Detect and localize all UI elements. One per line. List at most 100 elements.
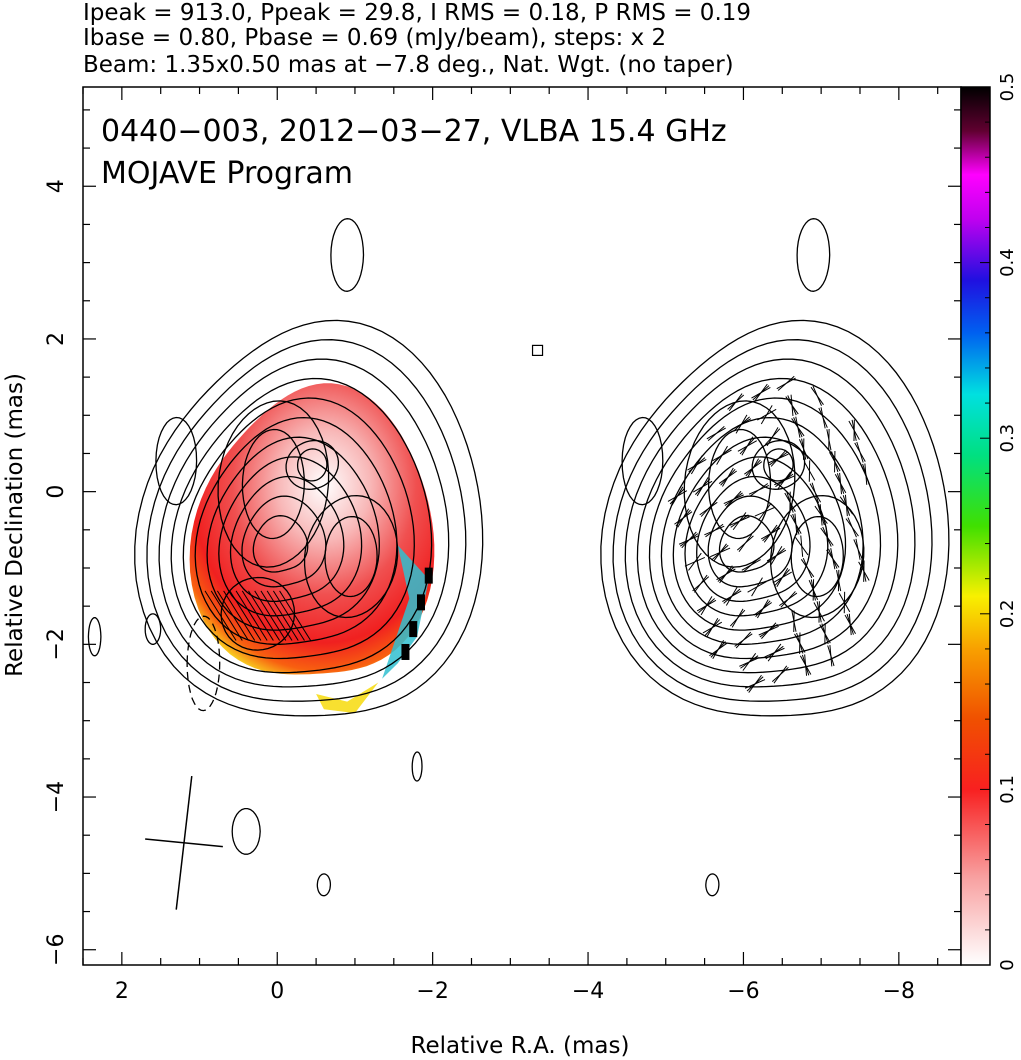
- evpa-tick: [753, 602, 772, 616]
- evpa-tick: [771, 666, 789, 683]
- intensity-contour: [600, 319, 950, 717]
- evpa-tick: [822, 526, 832, 547]
- evpa-tick: [848, 420, 860, 440]
- evpa-tick: [751, 577, 763, 597]
- evpa-tick: [829, 645, 833, 667]
- evpa-tick: [751, 386, 771, 399]
- header-line-3: Beam: 1.35x0.50 mas at −7.8 deg., Nat. W…: [83, 52, 734, 78]
- evpa-tick: [729, 609, 746, 627]
- peak-contour: [790, 515, 844, 598]
- peak-contour: [324, 515, 378, 598]
- hatch-line: [272, 590, 305, 641]
- evpa-tick: [855, 538, 861, 560]
- isolated-contour: [411, 751, 423, 782]
- evpa-tick: [711, 544, 729, 560]
- beam-minor-axis: [145, 838, 223, 848]
- peak-contour: [217, 400, 330, 568]
- fractional-pol-pixel: [409, 621, 418, 638]
- evpa-tick: [736, 535, 754, 551]
- evpa-tick: [839, 472, 843, 495]
- intensity-contour: [170, 377, 433, 674]
- evpa-tick: [820, 407, 826, 429]
- plot-content: [87, 218, 950, 910]
- intensity-contour: [146, 339, 467, 702]
- y-tick-label: 2: [44, 332, 69, 346]
- x-tick-label: 2: [115, 979, 129, 1004]
- plot-title: 0440−003, 2012−03−27, VLBA 15.4 GHz: [101, 114, 727, 149]
- evpa-tick: [723, 494, 744, 505]
- evpa-tick: [727, 394, 745, 410]
- hatch-line: [216, 590, 249, 641]
- evpa-tick: [742, 653, 757, 671]
- header-line-1: Ipeak = 913.0, Ppeak = 29.8, I RMS = 0.1…: [83, 0, 751, 26]
- peak-contour: [241, 428, 305, 540]
- intensity-contour: [182, 397, 415, 660]
- intensity-contour: [229, 475, 345, 603]
- evpa-tick: [732, 512, 747, 531]
- intensity-contour: [648, 397, 882, 660]
- hatch-line: [241, 590, 274, 641]
- small-contour: [531, 344, 544, 356]
- hatch-line: [204, 590, 237, 641]
- isolated-contour: [621, 416, 664, 506]
- intensity-contour: [636, 377, 899, 674]
- left-panel: [87, 218, 544, 910]
- hatch-line: [254, 590, 287, 641]
- evpa-tick: [748, 485, 770, 495]
- evpa-tick: [688, 552, 702, 571]
- evpa-tick: [787, 395, 797, 416]
- y-tick-label: −2: [44, 628, 69, 660]
- evpa-tick: [709, 642, 728, 657]
- evpa-tick: [770, 546, 783, 566]
- edge-contour: [144, 613, 162, 645]
- header-line-2: Ibase = 0.80, Pbase = 0.69 (mJy/beam), s…: [83, 25, 666, 51]
- x-tick-label: −6: [727, 979, 759, 1004]
- intensity-contour: [218, 456, 363, 617]
- evpa-tick: [813, 602, 825, 622]
- intensity-contour: [241, 495, 327, 588]
- evpa-tick: [669, 487, 686, 505]
- intensity-contour: [612, 339, 933, 702]
- colorbar-frame: [960, 86, 991, 966]
- intensity-contour: [134, 319, 484, 717]
- evpa-tick: [699, 501, 718, 516]
- evpa-tick: [864, 463, 868, 485]
- intensity-contour: [718, 515, 775, 573]
- peak-contour: [303, 494, 399, 619]
- evpa-tick: [764, 428, 781, 445]
- fractional-pol-pixel: [401, 643, 410, 660]
- hatch-line: [210, 590, 243, 641]
- evpa-tick: [741, 559, 761, 571]
- evpa-tick: [803, 461, 816, 481]
- evpa-tick: [678, 535, 700, 545]
- evpa-tick: [704, 525, 725, 536]
- evpa-tick: [839, 496, 854, 515]
- hatch-line: [279, 590, 312, 641]
- y-tick-label: −4: [44, 781, 69, 813]
- evpa-tick: [716, 445, 728, 465]
- fractional-pol-pixel: [416, 594, 425, 611]
- evpa-tick: [725, 586, 738, 606]
- hatched-contour: [231, 807, 261, 855]
- intensity-contour: [624, 358, 916, 688]
- evpa-tick: [716, 568, 736, 581]
- evpa-tick: [700, 596, 713, 616]
- hatch-line: [260, 590, 293, 641]
- y-tick-label: −6: [44, 934, 69, 966]
- evpa-tick: [856, 441, 864, 463]
- evpa-tick: [744, 461, 763, 475]
- evpa-tick: [796, 632, 804, 654]
- evpa-tick: [758, 625, 779, 636]
- evpa-tick: [758, 502, 772, 521]
- x-tick-label: −8: [883, 979, 915, 1004]
- x-tick-label: −2: [416, 979, 448, 1004]
- evpa-tick: [746, 676, 764, 692]
- evpa-tick: [794, 513, 798, 535]
- negative-contour: [186, 615, 221, 712]
- x-tick-label: −4: [572, 979, 604, 1004]
- evpa-tick: [779, 592, 798, 607]
- evpa-tick: [767, 643, 782, 662]
- evpa-tick: [838, 592, 851, 613]
- intensity-contour: [158, 358, 450, 688]
